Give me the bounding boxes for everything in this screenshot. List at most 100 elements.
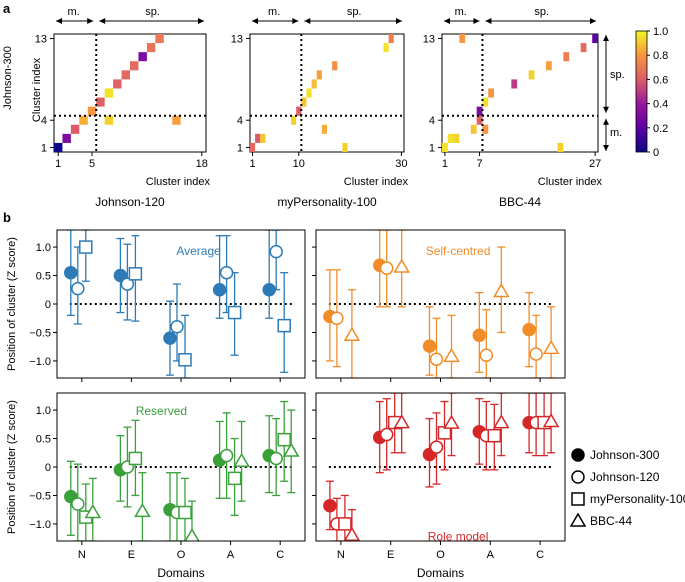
heatmap-cell [332,61,338,71]
marker-circle-open [269,451,283,466]
heatmap-cell [592,34,598,44]
marker-square-open [338,517,352,531]
marker-square-open [487,428,502,443]
marker-triangle-open [282,442,300,457]
marker-square-open [128,267,143,281]
heatmap-cell [470,124,477,134]
point-chart-3: 1.0 0.5 0 −0.5 −1.0 N E O A C Reserved Domains Posit… [6,392,306,580]
heatmap-x-tick-label: 10 [293,158,305,170]
sp-vertical-head-top [603,35,609,41]
marker-circle-filled [212,283,227,297]
marker-square-open [227,305,242,320]
heatmap-cell [70,124,80,134]
heatmap-cell [96,97,105,107]
marker-triangle-open [184,527,200,541]
heatmap-cell [260,133,266,143]
heatmap-cell [511,79,518,89]
marker-circle-filled [262,283,276,297]
sp-arrow-head-right [198,18,204,24]
y-tick-label: 0 [45,462,51,474]
heatmap-panels: 1 5 18 1 4 13 Cluster index Johnson-120 m. sp. 1 10… [35,6,603,209]
marker-circle-open [219,448,234,463]
marker-triangle-open [343,526,361,541]
x-axis-label: Domains [157,566,204,580]
sp-vertical-head-bottom [603,106,609,113]
heatmap-frame [53,33,207,153]
heatmap-x-label: Cluster index [146,176,211,188]
marker-circle-open [429,352,444,366]
m-arrow-head-left [444,18,450,24]
sp-arrow-head-right [590,18,596,24]
m-arrow-head-left [56,18,62,24]
heatmap-cell [580,43,587,53]
heatmap-title: BBC-44 [499,195,541,209]
panel-title: Self-centred [426,244,491,258]
heatmap-x-label: Cluster index [538,176,603,188]
heatmap-y-tick-label: 13 [423,34,435,46]
marker-circle-open [429,440,444,454]
marker-circle-open [71,497,85,511]
heatmap-cell [155,34,164,44]
heatmap-cell [296,106,302,116]
heatmap-cell [459,34,466,44]
point-chart-4: N E O A C Role model Domains [312,392,566,580]
colorbar-bar [635,30,648,153]
heatmap-title: myPersonality-100 [277,195,377,209]
marker-circle-open [571,470,585,484]
legend-label: Johnson-300 [590,448,660,462]
panel-a-y-label: Cluster index [31,57,43,122]
heatmap-cell [87,106,97,116]
marker-circle-open [379,427,394,442]
x-tick-label: C [276,549,284,561]
heatmap-cell [104,115,114,125]
heatmap-frame [249,33,405,153]
x-tick-label: O [177,549,186,561]
legend-label: Johnson-120 [590,470,660,484]
marker-circle-open [269,244,283,259]
heatmap-cell [316,70,322,80]
heatmap-cell [306,88,312,98]
y-axis-label: Position of cluster (Z score) [6,237,18,371]
y-tick-label: 0.5 [36,271,51,283]
marker-circle-open [330,311,344,325]
marker-circle-open [120,277,135,291]
heatmap-cell [62,133,71,143]
heatmap-cell [488,88,494,98]
heatmap-x-tick-label: 7 [476,158,482,170]
legend: Johnson-300 Johnson-120 myPersonality-100 B… [569,448,685,528]
m-label: m. [67,6,79,18]
m-vertical-head-top [603,118,609,125]
sp-vertical-label: sp. [610,69,625,81]
marker-square-open [277,318,291,333]
marker-square-open [128,451,143,466]
heatmap-title: Johnson-120 [95,195,165,209]
y-tick-label: 1.0 [36,242,51,254]
marker-triangle-open [443,347,460,363]
heatmap-cell [121,70,130,80]
colorbar-tick-label: 0.8 [653,50,668,62]
x-tick-label: E [387,549,394,561]
marker-triangle-open [393,258,411,273]
y-tick-label: 0.5 [36,434,51,446]
marker-circle-filled [323,498,337,513]
heatmap-cell [104,88,114,98]
y-tick-label: −0.5 [29,490,51,502]
heatmap-3: 1 7 27 1 4 13 Cluster index BBC-44 m. sp. [423,6,603,209]
heatmap-y-tick-label: 13 [35,34,47,46]
m-arrow-head-right [292,18,299,24]
heatmap-cell [321,124,327,134]
heatmap-cell [250,142,256,152]
marker-circle-open [219,265,234,280]
heatmap-y-tick-label: 4 [41,115,47,127]
point-chart-1: 1.0 0.5 0 −0.5 −1.0 Average Position of cluste… [6,229,306,382]
sp-label: sp. [145,6,160,18]
sp-arrow-head-left [485,18,492,24]
sp-label: sp. [534,6,549,18]
heatmap-cell [113,79,122,89]
colorbar-tick-label: 0.4 [653,99,668,111]
marker-circle-filled [522,322,536,337]
marker-square-open [178,353,192,367]
heatmap-y-tick-label: 1 [237,142,243,154]
marker-circle-filled [163,331,177,345]
